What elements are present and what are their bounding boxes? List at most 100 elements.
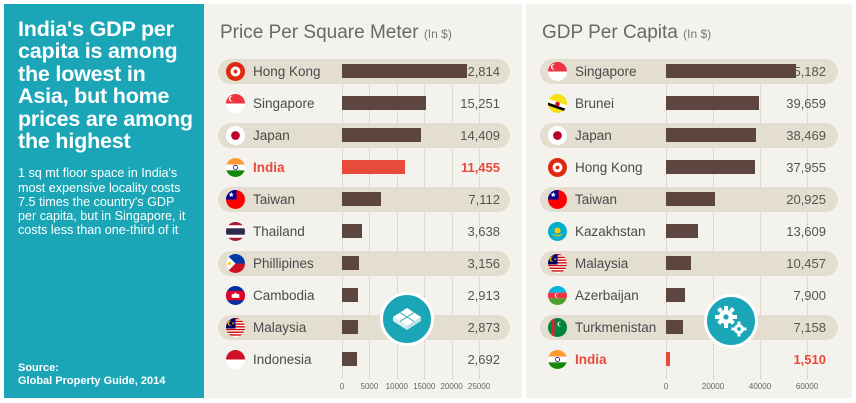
data-label: 37,955 (786, 160, 826, 175)
india-flag-icon (548, 350, 567, 369)
data-label: 2,873 (467, 320, 500, 335)
category-label: Hong Kong (575, 160, 643, 175)
bar-row-turkmenistan: Turkmenistan 7,158 (540, 315, 838, 340)
data-label: 11,455 (460, 160, 500, 175)
source-credit: Source: Global Property Guide, 2014 (18, 362, 165, 387)
category-label: Brunei (575, 96, 615, 111)
bar-cambodia (342, 288, 358, 302)
turkmenistan-flag-icon (548, 318, 567, 337)
gridline (396, 59, 398, 379)
bar-hong-kong (342, 64, 468, 78)
bar-singapore (666, 64, 796, 78)
bar-india (342, 160, 405, 174)
x-tick-label: 25000 (467, 382, 491, 391)
data-label: 3,638 (467, 224, 500, 239)
bar-phillipines (342, 256, 360, 270)
bar-india (666, 352, 670, 366)
x-tick-label: 0 (663, 382, 669, 391)
bar-kazakhstan (666, 224, 698, 238)
bar-row-malaysia: Malaysia 10,457 (540, 251, 838, 276)
gridline (479, 59, 480, 379)
kazakhstan-flag-icon (548, 222, 567, 241)
bar-row-thailand: Thailand 3,638 (218, 219, 510, 244)
bar-row-japan: Japan 14,409 (218, 123, 510, 148)
bar-thailand (342, 224, 362, 238)
chart-unit: (In $) (423, 27, 452, 41)
hong-kong-flag-icon (548, 158, 567, 177)
data-label: 7,900 (793, 288, 826, 303)
data-label: 39,659 (786, 96, 826, 111)
summary-panel: India's GDP per capita is among the lowe… (4, 4, 204, 398)
gears-icon (704, 294, 758, 348)
gridline (760, 59, 761, 379)
data-label: 20,925 (786, 192, 826, 207)
taiwan-flag-icon (226, 190, 245, 209)
category-label: Phillipines (253, 256, 314, 271)
data-label: 7,158 (793, 320, 826, 335)
indonesia-flag-icon (226, 350, 245, 369)
bar-row-indonesia: Indonesia 2,692 (218, 347, 510, 372)
data-label: 2,913 (467, 288, 500, 303)
gridline (666, 59, 667, 379)
summary-text: 1 sq mt floor space in India's most expe… (18, 166, 186, 238)
bar-japan (342, 128, 421, 142)
data-label: 7,112 (468, 192, 500, 207)
gridline (369, 59, 371, 379)
hong-kong-flag-icon (226, 62, 245, 81)
data-label: 15,251 (460, 96, 500, 111)
philippines-flag-icon (226, 254, 245, 273)
x-tick-label: 10000 (385, 382, 408, 391)
chart-title: Price Per Square Meter (In $) (220, 22, 452, 44)
category-label: Malaysia (253, 320, 307, 335)
data-label: 13,609 (786, 224, 826, 239)
bar-taiwan (342, 192, 381, 206)
gridline (424, 59, 426, 379)
x-tick-label: 0 (339, 382, 345, 391)
gdp-per-capita-chart: GDP Per Capita (In $) 0 20000 40000 60000 Si… (526, 4, 852, 398)
category-label: Turkmenistan (575, 320, 657, 335)
bar-azerbaijan (666, 288, 685, 302)
source-label: Source: (18, 362, 59, 374)
bar-brunei (666, 96, 760, 110)
malaysia-flag-icon (548, 254, 567, 273)
singapore-flag-icon (226, 94, 245, 113)
bar-malaysia (342, 320, 358, 334)
data-label: 38,469 (786, 128, 826, 143)
category-label: Azerbaijan (575, 288, 639, 303)
india-flag-icon (226, 158, 245, 177)
bar-row-india: India 1,510 (540, 347, 838, 372)
bar-japan (666, 128, 757, 142)
price-per-sqm-chart: Price Per Square Meter (In $) 0 5000 10000… (204, 4, 522, 398)
headline: India's GDP per capita is among the lowe… (18, 17, 193, 154)
x-tick-label: 20000 (440, 382, 463, 391)
category-label: Kazakhstan (575, 224, 646, 239)
data-label: 14,409 (460, 128, 500, 143)
taiwan-flag-icon (548, 190, 567, 209)
source-value: Global Property Guide, 2014 (18, 374, 166, 387)
category-label: Indonesia (253, 352, 312, 367)
bar-singapore (342, 96, 426, 110)
category-label: Malaysia (575, 256, 629, 271)
bar-indonesia (342, 352, 357, 366)
bar-row-kazakhstan: Kazakhstan 13,609 (540, 219, 838, 244)
chart-title: GDP Per Capita (In $) (542, 22, 711, 44)
gridline (713, 59, 714, 379)
bar-malaysia (666, 256, 691, 270)
category-label: Cambodia (253, 288, 315, 303)
category-label: Singapore (575, 64, 637, 79)
bar-row-phillipines: Phillipines 3,156 (218, 251, 510, 276)
japan-flag-icon (226, 126, 245, 145)
category-label: India (575, 352, 607, 367)
floor-space-icon (380, 292, 434, 346)
bar-row-malaysia: Malaysia 2,873 (218, 315, 510, 340)
category-label: Taiwan (253, 192, 296, 207)
chart-title-text: GDP Per Capita (542, 22, 678, 43)
bar-turkmenistan (666, 320, 683, 334)
category-label: Hong Kong (253, 64, 321, 79)
gridline (342, 59, 343, 379)
chart-title-text: Price Per Square Meter (220, 22, 419, 43)
bar-row-brunei: Brunei 39,659 (540, 91, 838, 116)
data-label: 22,814 (460, 64, 500, 79)
category-label: Taiwan (575, 192, 618, 207)
